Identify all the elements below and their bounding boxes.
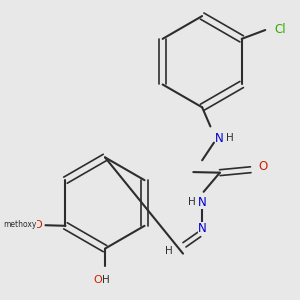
Text: H: H: [165, 246, 173, 256]
Text: O: O: [94, 274, 103, 284]
Text: methoxy: methoxy: [3, 220, 37, 230]
Text: H: H: [102, 274, 110, 284]
Text: O: O: [259, 160, 268, 173]
Text: Cl: Cl: [275, 22, 286, 36]
Text: N: N: [215, 132, 224, 145]
Text: N: N: [198, 222, 206, 235]
Text: O: O: [34, 220, 43, 230]
Text: H: H: [226, 133, 234, 143]
Text: H: H: [188, 197, 196, 207]
Text: N: N: [198, 196, 206, 208]
